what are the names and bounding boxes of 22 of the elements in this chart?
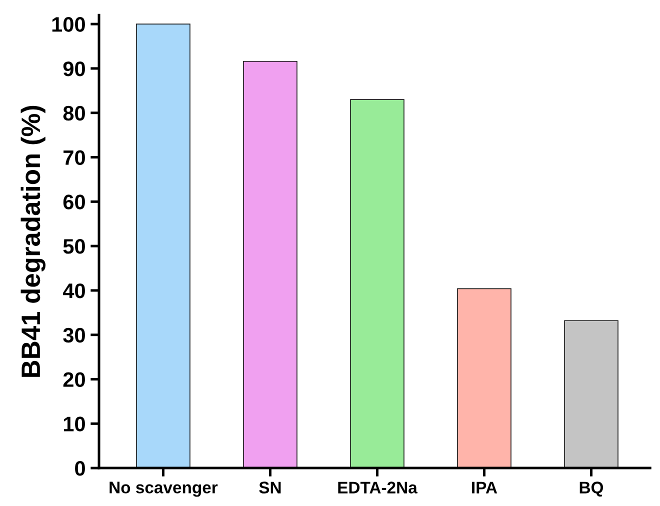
y-tick-label: 30 — [63, 328, 85, 343]
bar — [136, 24, 190, 468]
y-tick-label: 10 — [64, 416, 85, 432]
y-tick-label: 50 — [63, 239, 85, 254]
x-tick-label: IPA — [472, 482, 498, 494]
y-tick-label: 90 — [63, 61, 85, 76]
y-tick-label: 100 — [52, 17, 85, 32]
x-tick-label: BQ — [580, 482, 604, 497]
y-tick-label: 60 — [63, 194, 85, 210]
y-tick-label: 40 — [62, 283, 85, 298]
bar — [350, 99, 404, 468]
x-tick-label: No scavenger — [110, 482, 218, 497]
bar — [564, 320, 618, 468]
y-tick-label: 70 — [64, 150, 85, 166]
y-tick-label: 20 — [63, 372, 85, 388]
y-tick-label: 0 — [75, 461, 85, 476]
bar — [457, 288, 512, 468]
x-tick-label: EDTA-2Na — [338, 482, 418, 494]
bar — [243, 60, 298, 468]
y-tick-label: 80 — [63, 106, 85, 121]
y-axis-title: BB41 degradation (%) — [20, 106, 46, 377]
x-tick-label: SN — [259, 482, 281, 494]
